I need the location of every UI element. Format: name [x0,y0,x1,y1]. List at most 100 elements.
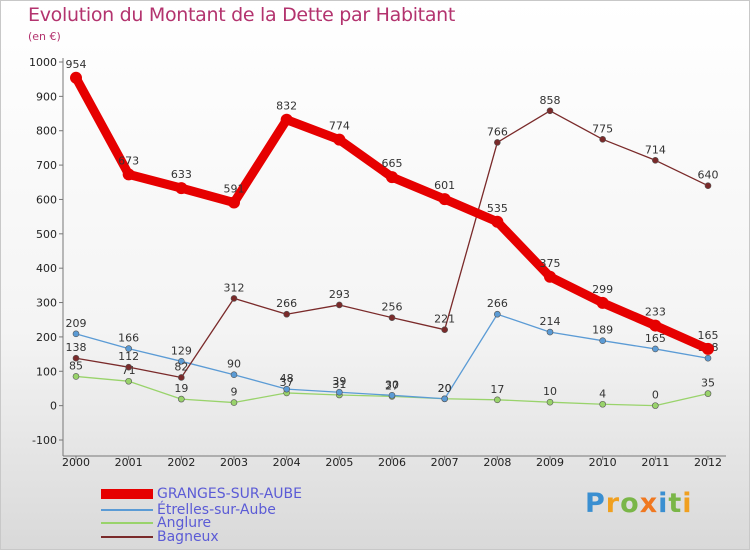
data-point [441,395,448,403]
data-label: 766 [487,125,508,138]
data-label: 138 [66,341,87,354]
data-label: 85 [69,359,83,372]
data-label: 214 [540,315,561,328]
data-label: 129 [171,344,192,357]
data-point [649,319,662,332]
data-point [280,113,293,126]
legend-label: Bagneux [157,529,219,545]
y-tick-label: 1000 [29,56,57,69]
data-label: 189 [592,324,613,337]
data-point [704,354,712,362]
data-label: 165 [645,332,666,345]
data-label: 591 [224,183,245,196]
legend-item: Anglure [101,516,211,530]
x-tick-label: 2010 [589,456,617,469]
legend-item: GRANGES-SUR-AUBE [101,487,302,501]
y-tick-label: 400 [36,262,57,275]
data-point [336,301,343,309]
data-point [283,385,290,393]
data-point [72,330,80,338]
logo-letter: P [585,488,606,519]
data-point [388,314,396,321]
data-label: 775 [592,122,613,135]
y-tick-label: 300 [36,297,57,310]
data-point [283,310,290,318]
data-label: 375 [540,257,561,270]
data-point [175,182,188,195]
data-point [72,373,80,380]
data-label: 535 [487,202,508,215]
data-label: 165 [698,329,719,342]
data-label: 774 [329,120,350,133]
data-point [652,345,659,353]
data-label: 640 [698,169,719,182]
legend-swatch [101,522,153,524]
data-label: 112 [118,350,139,363]
data-point [388,392,396,399]
data-point [122,168,135,181]
data-label: 256 [382,301,403,314]
logo-letter: o [620,488,640,519]
data-point [599,337,606,344]
data-label: 82 [174,360,188,373]
data-label: 20 [438,382,452,395]
x-tick-label: 2011 [641,456,669,469]
data-point [125,377,132,385]
data-point [544,270,556,283]
x-tick-label: 2007 [431,456,459,469]
x-tick-label: 2000 [62,456,90,469]
data-label: 19 [174,382,188,395]
x-tick-label: 2001 [115,456,143,469]
x-tick-label: 2006 [378,456,406,469]
data-point [704,182,712,190]
legend-swatch [101,536,153,538]
data-point [546,107,554,115]
data-point [230,371,238,379]
x-tick-label: 2012 [694,456,722,469]
data-label: 166 [118,332,139,345]
data-label: 9 [231,386,238,399]
data-label: 17 [490,383,504,396]
data-label: 673 [118,154,139,167]
data-point [494,139,501,146]
data-label: 312 [224,281,245,294]
data-label: 665 [382,157,403,170]
data-point [438,193,451,206]
data-label: 233 [645,306,666,319]
data-label: 221 [434,313,455,326]
data-point [546,328,554,336]
data-point [230,295,238,302]
legend-swatch [101,489,153,499]
y-tick-label: 200 [36,331,57,344]
data-label: 35 [701,377,715,390]
legend-label: Étrelles-sur-Aube [157,502,276,518]
data-point [228,196,240,209]
data-label: 954 [66,58,87,71]
y-tick-label: 100 [36,365,57,378]
y-tick-label: 0 [50,400,57,413]
data-label: 266 [487,297,508,310]
logo-letter: i [682,488,693,519]
data-label: 266 [276,297,297,310]
data-label: 27 [385,379,399,392]
data-point [596,296,609,309]
data-label: 31 [332,378,346,391]
y-tick-label: 900 [36,90,57,103]
data-point [702,342,714,355]
data-point [652,156,659,164]
x-tick-label: 2009 [536,456,564,469]
data-label: 4 [599,387,606,400]
data-point [652,402,659,409]
data-point [178,395,185,403]
data-label: 209 [66,317,87,330]
logo-letter: x [639,488,659,519]
data-point [494,396,501,404]
data-label: 633 [171,168,192,181]
data-point [491,215,504,228]
data-point [546,398,554,406]
x-tick-label: 2004 [273,456,301,469]
legend-label: GRANGES-SUR-AUBE [157,486,303,502]
data-point [70,71,82,84]
